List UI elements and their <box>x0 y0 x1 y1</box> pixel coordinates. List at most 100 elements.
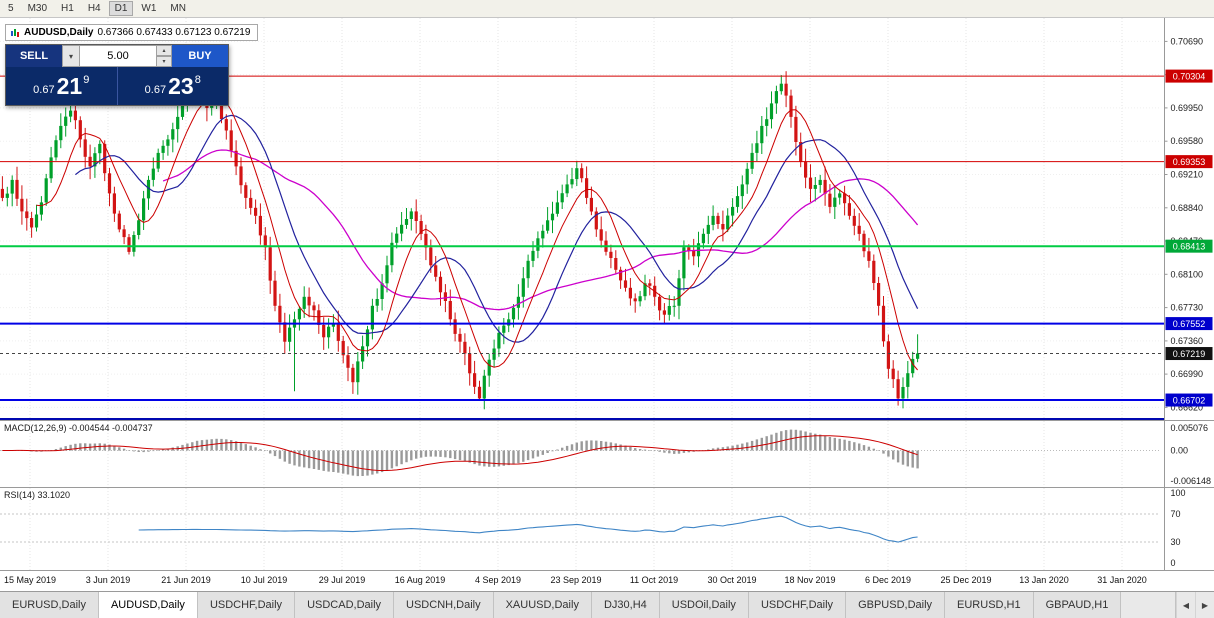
candles-layer <box>0 71 920 410</box>
arrow-left-icon: ◀ <box>1182 600 1190 610</box>
tab-gbpusd-daily[interactable]: GBPUSD,Daily <box>846 592 946 618</box>
price-chart-canvas[interactable]: 0.706900.703200.699500.695800.692100.688… <box>0 18 1214 420</box>
macd-signal-line <box>2 435 918 471</box>
svg-text:0.66990: 0.66990 <box>1171 369 1204 379</box>
date-label: 23 Sep 2019 <box>550 575 602 585</box>
tab-xauusd-daily[interactable]: XAUUSD,Daily <box>493 592 592 618</box>
chart-tabbar: EURUSD,Daily AUDUSD,Daily USDCHF,Daily USDC… <box>0 592 1214 618</box>
timeframe-button-h4[interactable]: H4 <box>87 3 101 14</box>
svg-text:70: 70 <box>1171 509 1181 519</box>
price-pane[interactable]: 0.706900.703200.699500.695800.692100.688… <box>0 18 1214 421</box>
lot-decrement-button[interactable]: ▾ <box>157 56 172 67</box>
timeframe-button-m30[interactable]: M30 <box>27 3 48 14</box>
lot-increment-button[interactable]: ▴ <box>157 45 172 56</box>
level-lines-layer[interactable] <box>0 75 1164 420</box>
lot-dropdown[interactable]: ▾ <box>62 45 80 67</box>
svg-text:30: 30 <box>1171 537 1181 547</box>
svg-text:0.68413: 0.68413 <box>1173 242 1206 252</box>
date-label: 15 May 2019 <box>3 575 57 585</box>
macd-histogram <box>1 429 919 477</box>
buy-price-display[interactable]: 0.67 23 8 <box>118 67 229 105</box>
chevron-down-icon: ▾ <box>68 51 73 61</box>
svg-text:0.69353: 0.69353 <box>1173 157 1206 167</box>
tabs-scroll-right-button[interactable]: ▶ <box>1195 592 1214 618</box>
price-badge: 0.66702 <box>1165 393 1213 407</box>
lot-size-input[interactable] <box>80 45 157 67</box>
trade-widget-divider <box>116 67 118 105</box>
timeframe-button-mn[interactable]: MN <box>170 3 186 14</box>
arrow-right-icon: ▶ <box>1201 600 1209 610</box>
rsi-line <box>138 515 918 543</box>
date-label: 11 Oct 2019 <box>629 575 679 585</box>
tabs-scroll-left-button[interactable]: ◀ <box>1176 592 1195 618</box>
price-badge: 0.70304 <box>1165 69 1213 83</box>
svg-text:0.70304: 0.70304 <box>1173 72 1206 82</box>
rsi-label: RSI(14) 33.1020 <box>4 490 71 500</box>
price-badge: 0.67552 <box>1165 317 1213 331</box>
svg-text:0.67730: 0.67730 <box>1171 303 1204 313</box>
svg-text:0: 0 <box>1171 558 1176 568</box>
svg-text:0.68840: 0.68840 <box>1171 203 1204 213</box>
tab-gbpaud-h1[interactable]: GBPAUD,H1 <box>1033 592 1122 618</box>
timeframe-button-w1[interactable]: W1 <box>141 3 157 14</box>
date-label: 18 Nov 2019 <box>784 575 836 585</box>
one-click-trade-widget: SELL ▾ ▴ ▾ BUY 0.67 21 9 <box>5 44 229 106</box>
svg-text:0.66620: 0.66620 <box>1171 402 1204 412</box>
lot-spinner: ▴ ▾ <box>157 45 172 67</box>
macd-axis: 0.005076 0.00 -0.006148 <box>1164 421 1212 487</box>
svg-text:100: 100 <box>1171 488 1186 498</box>
tab-scroll-buttons: ◀ ▶ <box>1175 592 1214 618</box>
svg-text:0.67360: 0.67360 <box>1171 336 1204 346</box>
chart-title-box: AUDUSD,Daily 0.67366 0.67433 0.67123 0.6… <box>5 24 259 41</box>
tab-eurusd-daily[interactable]: EURUSD,Daily <box>0 592 99 618</box>
tab-usdcnh-daily[interactable]: USDCNH,Daily <box>394 592 494 618</box>
sell-button[interactable]: SELL <box>6 45 62 67</box>
chart-icon <box>10 28 20 38</box>
svg-text:0.70690: 0.70690 <box>1171 36 1204 46</box>
sell-price-big-digits: 21 <box>56 72 83 99</box>
tab-usdoil-daily[interactable]: USDOil,Daily <box>659 592 749 618</box>
tab-usdcad-daily[interactable]: USDCAD,Daily <box>295 592 395 618</box>
svg-text:0.67552: 0.67552 <box>1173 319 1206 329</box>
macd-grid-layer <box>0 421 1160 487</box>
tab-usdchf-daily[interactable]: USDCHF,Daily <box>748 592 847 618</box>
sell-price-display[interactable]: 0.67 21 9 <box>6 67 117 105</box>
svg-text:0.69210: 0.69210 <box>1171 170 1204 180</box>
rsi-pane[interactable]: 100 70 30 0 RSI(14) 33.1020 <box>0 488 1214 571</box>
svg-text:0.67219: 0.67219 <box>1173 349 1206 359</box>
date-label: 16 Aug 2019 <box>394 575 446 585</box>
date-label: 3 Jun 2019 <box>85 575 131 585</box>
date-label: 6 Dec 2019 <box>864 575 912 585</box>
date-label: 30 Oct 2019 <box>707 575 757 585</box>
price-badge: 0.69353 <box>1165 155 1213 169</box>
tab-audusd-daily[interactable]: AUDUSD,Daily <box>98 592 198 618</box>
svg-text:0.69950: 0.69950 <box>1171 103 1204 113</box>
macd-chart-canvas[interactable]: 0.005076 0.00 -0.006148 <box>0 421 1214 487</box>
tab-usdchf-daily[interactable]: USDCHF,Daily <box>197 592 296 618</box>
svg-text:0.00: 0.00 <box>1171 446 1189 456</box>
chart-tabs: EURUSD,Daily AUDUSD,Daily USDCHF,Daily USDC… <box>0 592 1122 618</box>
buy-price-prefix: 0.67 <box>144 84 167 96</box>
macd-label: MACD(12,26,9) -0.004544 -0.004737 <box>4 423 153 433</box>
timeframe-button-5[interactable]: 5 <box>8 3 14 14</box>
grid-layer <box>0 18 1160 420</box>
price-badge: 0.68413 <box>1165 239 1213 253</box>
timeframe-button-d1[interactable]: D1 <box>108 1 134 16</box>
price-badge: 0.67219 <box>1165 347 1213 361</box>
rsi-chart-canvas[interactable]: 100 70 30 0 <box>0 488 1214 570</box>
tab-eurusd-h1[interactable]: EURUSD,H1 <box>945 592 1034 618</box>
date-label: 25 Dec 2019 <box>940 575 992 585</box>
svg-text:0.005076: 0.005076 <box>1171 423 1209 433</box>
chart-area: 0.706900.703200.699500.695800.692100.688… <box>0 18 1214 592</box>
date-label: 21 Jun 2019 <box>161 575 211 585</box>
date-label: 31 Jan 2020 <box>1097 575 1147 585</box>
timeframe-button-h1[interactable]: H1 <box>61 3 74 14</box>
date-label: 29 Jul 2019 <box>318 575 366 585</box>
buy-button[interactable]: BUY <box>172 45 228 67</box>
tab-dj30-h4[interactable]: DJ30,H4 <box>591 592 660 618</box>
svg-text:0.69580: 0.69580 <box>1171 136 1204 146</box>
svg-text:-0.006148: -0.006148 <box>1171 476 1212 486</box>
time-axis[interactable]: 15 May 2019 3 Jun 2019 21 Jun 2019 10 Jul 2… <box>0 571 1214 592</box>
macd-pane[interactable]: 0.005076 0.00 -0.006148 MACD(12,26,9) -0.0… <box>0 421 1214 488</box>
